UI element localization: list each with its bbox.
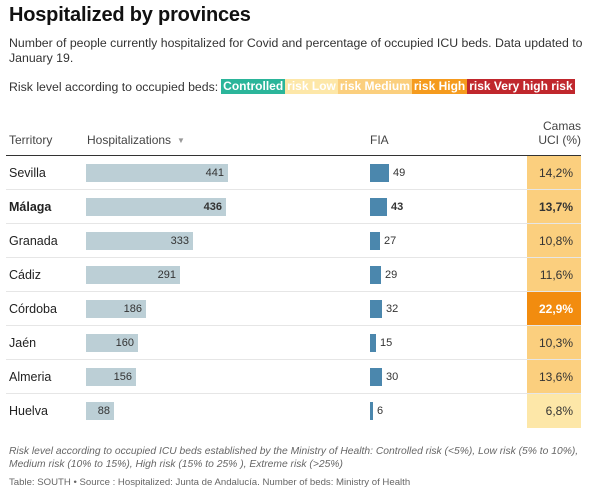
fia-bar [370,198,387,216]
fia-value: 49 [393,167,406,179]
hospitalizations-bar [86,164,228,182]
column-header-territory[interactable]: Territory [9,133,53,147]
icu-occupancy-cell: 6,8% [527,394,581,428]
table-row[interactable]: Sevilla 441 49 14,2% [6,155,581,190]
territory-name: Granada [9,234,58,248]
legend-chip-controlled: Controlled [221,79,286,94]
table-row[interactable]: Jaén 160 15 10,3% [6,325,581,360]
column-header-icu-beds-line1: Camas [542,119,581,133]
hospitalizations-bar [86,334,138,352]
hospitalizations-value: 160 [115,337,134,349]
fia-bar [370,266,381,284]
hospitalizations-value: 436 [203,201,222,213]
table-row[interactable]: Málaga 436 43 13,7% [6,189,581,224]
legend-label: Risk level according to occupied beds: [9,79,219,94]
territory-name: Málaga [9,200,52,214]
fia-bar [370,402,373,420]
fia-bar [370,300,382,318]
table-row[interactable]: Almeria 156 30 13,6% [6,359,581,394]
fia-value: 32 [386,303,399,315]
fia-value: 43 [391,201,404,213]
fia-bar [370,164,389,182]
territory-name: Sevilla [9,166,46,180]
legend-chip-medium: risk Medium [337,79,412,94]
icu-occupancy-cell: 13,6% [527,360,581,394]
source-credit: Table: SOUTH • Source : Hospitalized: Ju… [9,477,411,488]
fia-value: 29 [385,269,398,281]
territory-name: Córdoba [9,302,57,316]
fia-bar [370,368,382,386]
table-row[interactable]: Granada 333 27 10,8% [6,223,581,258]
territory-name: Cádiz [9,268,41,282]
hospitalizations-bar [86,300,146,318]
territory-name: Huelva [9,404,48,418]
legend-chip-high: risk High [411,79,468,94]
fia-bar [370,232,380,250]
page-subtitle: Number of people currently hospitalized … [9,36,583,65]
hospitalizations-value: 291 [157,269,176,281]
hospitalizations-bar [86,266,180,284]
table-row[interactable]: Córdoba 186 32 22,9% [6,291,581,326]
fia-value: 27 [384,235,397,247]
risk-legend: Risk level according to occupied beds: C… [9,79,575,94]
icu-occupancy-cell: 14,2% [527,156,581,190]
hospitalizations-bar [86,232,193,250]
column-header-icu-beds[interactable]: Camas UCI (%) [526,119,581,147]
footnote: Risk level according to occupied ICU bed… [9,446,579,470]
column-header-hospitalizations[interactable]: Hospitalizations ▼ [87,133,185,147]
hospitalizations-bar [86,368,136,386]
hospitalizations-value: 186 [123,303,142,315]
fia-value: 30 [386,371,399,383]
column-header-icu-beds-line2: UCI (%) [538,133,581,147]
territory-name: Almeria [9,370,52,384]
icu-occupancy-cell: 10,8% [527,224,581,258]
icu-occupancy-cell: 10,3% [527,326,581,360]
fia-value: 15 [380,337,393,349]
hospitalizations-value: 333 [170,235,189,247]
sort-down-icon[interactable]: ▼ [177,135,185,145]
column-header-fia[interactable]: FIA [370,133,389,147]
hospitalizations-bar [86,198,226,216]
territory-name: Jaén [9,336,37,350]
legend-chip-low: risk Low [285,79,338,94]
table-row[interactable]: Cádiz 291 29 11,6% [6,257,581,292]
column-header-hospitalizations-label: Hospitalizations [87,133,172,147]
icu-occupancy-cell: 11,6% [527,258,581,292]
legend-chip-very-high: risk Very high risk [467,79,575,94]
fia-value: 6 [377,405,384,417]
hospitalizations-value: 88 [97,405,110,417]
hospitalizations-value: 156 [113,371,132,383]
icu-occupancy-cell: 22,9% [527,292,581,326]
table-row[interactable]: Huelva 88 6 6,8% [6,393,581,428]
hospitalizations-value: 441 [205,167,224,179]
fia-bar [370,334,376,352]
icu-occupancy-cell: 13,7% [527,190,581,224]
page-title: Hospitalized by provinces [9,4,251,26]
hospitalizations-bar [86,402,114,420]
